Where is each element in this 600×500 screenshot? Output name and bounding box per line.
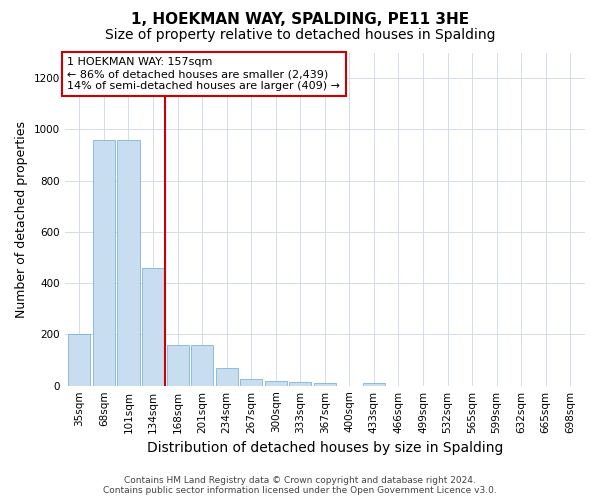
Bar <box>118 140 140 386</box>
Bar <box>142 268 164 386</box>
Bar <box>191 344 213 386</box>
Text: 1 HOEKMAN WAY: 157sqm
← 86% of detached houses are smaller (2,439)
14% of semi-d: 1 HOEKMAN WAY: 157sqm ← 86% of detached … <box>67 58 340 90</box>
Bar <box>289 382 311 386</box>
Bar <box>265 380 287 386</box>
X-axis label: Distribution of detached houses by size in Spalding: Distribution of detached houses by size … <box>146 441 503 455</box>
Text: 1, HOEKMAN WAY, SPALDING, PE11 3HE: 1, HOEKMAN WAY, SPALDING, PE11 3HE <box>131 12 469 28</box>
Bar <box>167 344 188 386</box>
Bar <box>314 383 336 386</box>
Bar <box>68 334 91 386</box>
Text: Size of property relative to detached houses in Spalding: Size of property relative to detached ho… <box>105 28 495 42</box>
Bar <box>363 383 385 386</box>
Bar <box>215 368 238 386</box>
Bar <box>93 140 115 386</box>
Text: Contains HM Land Registry data © Crown copyright and database right 2024.
Contai: Contains HM Land Registry data © Crown c… <box>103 476 497 495</box>
Y-axis label: Number of detached properties: Number of detached properties <box>15 120 28 318</box>
Bar <box>240 380 262 386</box>
